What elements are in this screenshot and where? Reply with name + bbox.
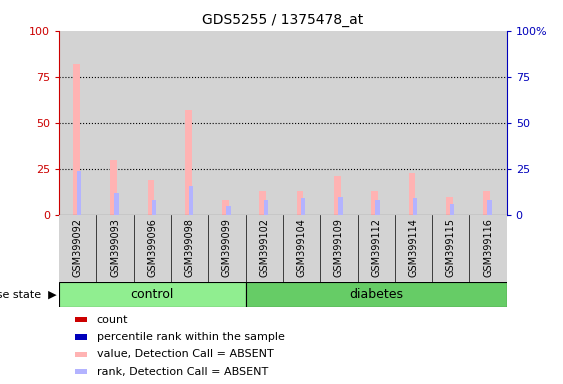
Bar bbox=[470, 31, 507, 215]
Bar bbox=[297, 191, 303, 215]
Text: value, Detection Call = ABSENT: value, Detection Call = ABSENT bbox=[97, 349, 273, 359]
Bar bbox=[320, 31, 358, 215]
Bar bbox=[73, 64, 79, 215]
Text: rank, Detection Call = ABSENT: rank, Detection Call = ABSENT bbox=[97, 366, 268, 377]
Bar bbox=[59, 31, 96, 215]
Bar bbox=[432, 215, 470, 282]
Bar bbox=[395, 31, 432, 215]
Bar bbox=[77, 171, 82, 215]
Text: percentile rank within the sample: percentile rank within the sample bbox=[97, 332, 284, 342]
Text: GSM399114: GSM399114 bbox=[408, 218, 418, 277]
Bar bbox=[320, 215, 358, 282]
Bar bbox=[222, 200, 229, 215]
Text: count: count bbox=[97, 314, 128, 325]
Title: GDS5255 / 1375478_at: GDS5255 / 1375478_at bbox=[202, 13, 364, 27]
Bar bbox=[245, 215, 283, 282]
Text: GSM399115: GSM399115 bbox=[446, 218, 456, 277]
Bar bbox=[372, 191, 378, 215]
Text: GSM399096: GSM399096 bbox=[148, 218, 158, 277]
Bar bbox=[376, 200, 380, 215]
Text: GSM399099: GSM399099 bbox=[222, 218, 232, 277]
Bar bbox=[151, 200, 156, 215]
Text: GSM399112: GSM399112 bbox=[371, 218, 381, 277]
Text: GSM399104: GSM399104 bbox=[297, 218, 307, 277]
Bar bbox=[96, 31, 133, 215]
Bar bbox=[283, 215, 320, 282]
Bar bbox=[446, 197, 453, 215]
Text: control: control bbox=[131, 288, 174, 301]
Bar bbox=[171, 215, 208, 282]
Bar bbox=[283, 31, 320, 215]
Bar bbox=[208, 215, 245, 282]
Bar bbox=[338, 197, 342, 215]
Bar bbox=[358, 215, 395, 282]
Bar bbox=[483, 191, 490, 215]
Bar bbox=[488, 200, 492, 215]
Bar bbox=[432, 31, 470, 215]
Bar bbox=[75, 352, 87, 357]
Bar bbox=[59, 282, 245, 307]
Bar bbox=[334, 176, 341, 215]
Bar bbox=[148, 180, 154, 215]
Bar bbox=[75, 369, 87, 374]
Text: diabetes: diabetes bbox=[349, 288, 403, 301]
Bar bbox=[470, 215, 507, 282]
Bar bbox=[245, 282, 507, 307]
Bar bbox=[96, 215, 133, 282]
Bar bbox=[263, 200, 268, 215]
Bar bbox=[171, 31, 208, 215]
Bar bbox=[114, 193, 119, 215]
Bar bbox=[450, 204, 454, 215]
Bar bbox=[245, 31, 283, 215]
Bar bbox=[413, 199, 417, 215]
Bar bbox=[134, 31, 171, 215]
Bar bbox=[208, 31, 245, 215]
Bar bbox=[189, 185, 194, 215]
Bar bbox=[185, 110, 191, 215]
Bar bbox=[59, 215, 96, 282]
Text: GSM399092: GSM399092 bbox=[73, 218, 83, 277]
Text: GSM399109: GSM399109 bbox=[334, 218, 344, 277]
Bar bbox=[110, 160, 117, 215]
Text: GSM399102: GSM399102 bbox=[259, 218, 269, 277]
Bar bbox=[260, 191, 266, 215]
Bar bbox=[226, 206, 231, 215]
Text: GSM399093: GSM399093 bbox=[110, 218, 120, 277]
Bar bbox=[409, 173, 415, 215]
Bar bbox=[75, 317, 87, 322]
Bar bbox=[134, 215, 171, 282]
Text: GSM399098: GSM399098 bbox=[185, 218, 195, 277]
Bar bbox=[358, 31, 395, 215]
Text: disease state  ▶: disease state ▶ bbox=[0, 290, 56, 300]
Bar bbox=[75, 334, 87, 339]
Text: GSM399116: GSM399116 bbox=[483, 218, 493, 277]
Bar bbox=[301, 199, 305, 215]
Bar bbox=[395, 215, 432, 282]
